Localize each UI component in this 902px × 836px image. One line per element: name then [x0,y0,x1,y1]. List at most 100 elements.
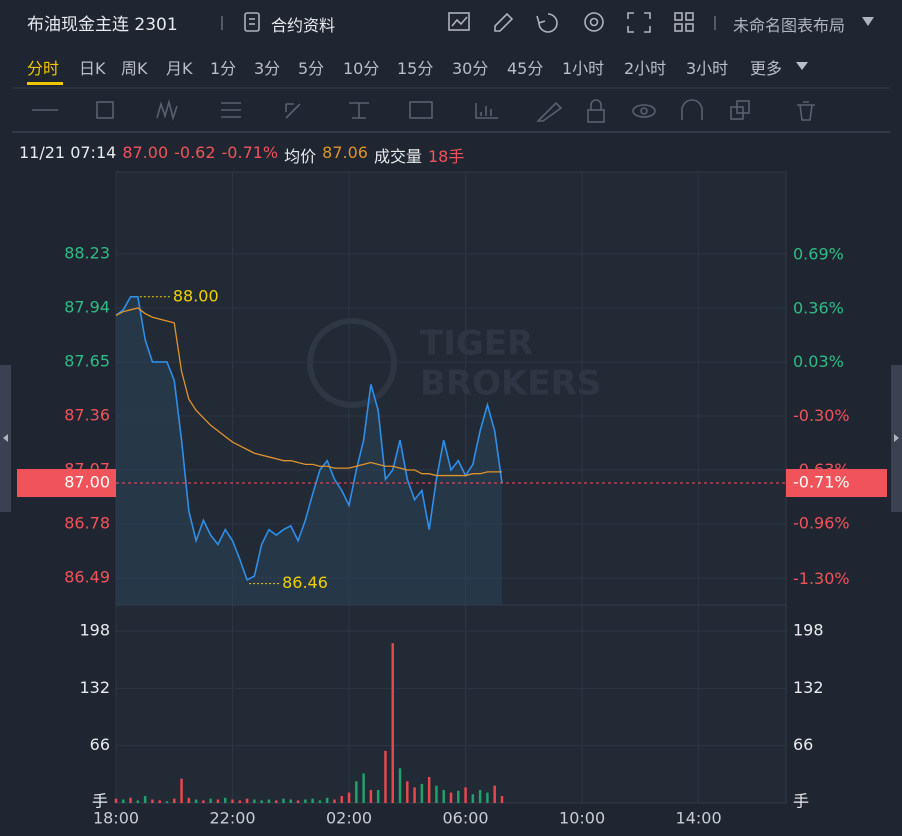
volume-bar [216,799,220,803]
volume-bar [143,796,147,803]
last-price-box [17,469,116,498]
doc-icon[interactable] [244,12,260,32]
interval-tab[interactable]: 周K [121,59,148,78]
volume-bar [180,778,183,803]
annotation-label: 88.00 [173,286,219,305]
volume-tick-label: 66 [90,735,110,754]
volume-bar [325,797,329,803]
volume-bar [442,789,445,803]
volume-bar [253,799,256,803]
tool-eye[interactable] [632,104,656,118]
y-tick-label: 86.49 [64,567,110,586]
y2-tick-label: 0.69% [793,244,844,263]
tool-bars[interactable] [475,103,498,119]
y-tick-label: 87.94 [64,297,110,316]
interval-tab[interactable]: 日K [79,59,106,78]
tool-label[interactable] [409,101,433,119]
annotation-label: 86.46 [282,573,328,592]
volume-bar [129,797,132,803]
interval-tab[interactable]: 3小时 [686,59,729,78]
more-button[interactable]: 更多 [750,59,783,78]
y-tick-label: 87.36 [64,405,110,424]
interval-tab[interactable]: 1小时 [562,59,605,78]
layout-name[interactable]: 未命名图表布局 [733,16,846,35]
tool-delete[interactable] [797,101,815,121]
contract-info[interactable]: 合约资料 [271,16,336,35]
x-tick-label: 18:00 [93,809,139,828]
y2-tick-label: -0.96% [793,514,850,533]
volume-bar [267,799,271,803]
interval-tab[interactable]: 45分 [507,59,544,78]
info-volume: 18手 [427,147,465,166]
interval-tab[interactable]: 5分 [298,59,325,78]
fullscreen-icon[interactable] [627,12,651,33]
interval-tab[interactable]: 15分 [397,59,434,78]
indicator-icon[interactable] [448,12,470,31]
tool-rect[interactable] [96,101,114,119]
side-arrow[interactable] [3,434,8,442]
tool-arrow[interactable] [285,103,301,119]
volume-bar [245,798,249,803]
volume-bar [202,800,205,803]
tool-lock[interactable] [587,109,605,123]
interval-tab[interactable]: 月K [166,59,193,78]
volume-bar [311,798,314,803]
volume-bar [340,796,344,803]
interval-tab[interactable]: 3分 [254,59,281,78]
volume-bar [478,789,482,803]
volume-bar [333,799,336,803]
interval-tab[interactable]: 1分 [210,59,237,78]
volume-bar [158,800,161,803]
tool-magnet[interactable] [681,99,703,120]
volume-bar [136,800,140,803]
interval-tab[interactable]: 30分 [452,59,489,78]
volume-bar [420,783,424,803]
volume-bar [209,798,212,803]
layout-icon[interactable] [674,12,683,21]
volume-bar [391,643,394,803]
info-volume-label: 成交量 [373,147,422,166]
volume-tick-label: 132 [79,678,110,697]
info-change-pct: -0.71% [221,143,279,162]
interval-tab[interactable]: 分时 [27,59,60,78]
undo-icon[interactable] [538,13,558,33]
volume-bar [406,781,409,803]
volume-bar [500,796,504,803]
interval-tab[interactable]: 2小时 [624,59,667,78]
watermark-logo [307,318,397,408]
volume-bar [165,801,169,803]
volume-bar [493,785,496,803]
settings-icon[interactable] [584,12,604,32]
dropdown-arrow[interactable] [862,17,874,26]
volume-bar [114,798,118,803]
x-tick-label: 10:00 [559,809,605,828]
tool-text[interactable] [221,102,241,118]
x-tick-label: 02:00 [326,809,372,828]
volume-bar [194,799,198,803]
x-tick-label: 06:00 [443,809,489,828]
volume-bar [355,781,358,803]
interval-tab[interactable]: 10分 [343,59,380,78]
volume-bar [274,800,278,803]
volume-bar [296,800,300,803]
drawing-toolbar [32,98,815,123]
volume-tick-label: 198 [793,621,824,640]
header-icons [244,12,694,33]
volume-bar [173,798,176,803]
volume-bar [122,799,125,803]
side-arrow[interactable] [894,434,899,442]
tool-wave[interactable] [156,98,178,121]
edit-icon[interactable] [494,12,514,32]
tool-pen[interactable] [536,101,563,122]
dropdown-arrow[interactable] [796,62,808,70]
volume-bar [223,797,227,803]
y2-tick-label: -0.30% [793,406,850,425]
volume-bar [187,797,191,803]
volume-bar [304,799,307,803]
y-tick-label: 86.78 [64,513,110,532]
x-tick-label: 22:00 [209,809,255,828]
tool-measure[interactable] [349,102,369,119]
last-price-label: 87.00 [64,473,110,492]
